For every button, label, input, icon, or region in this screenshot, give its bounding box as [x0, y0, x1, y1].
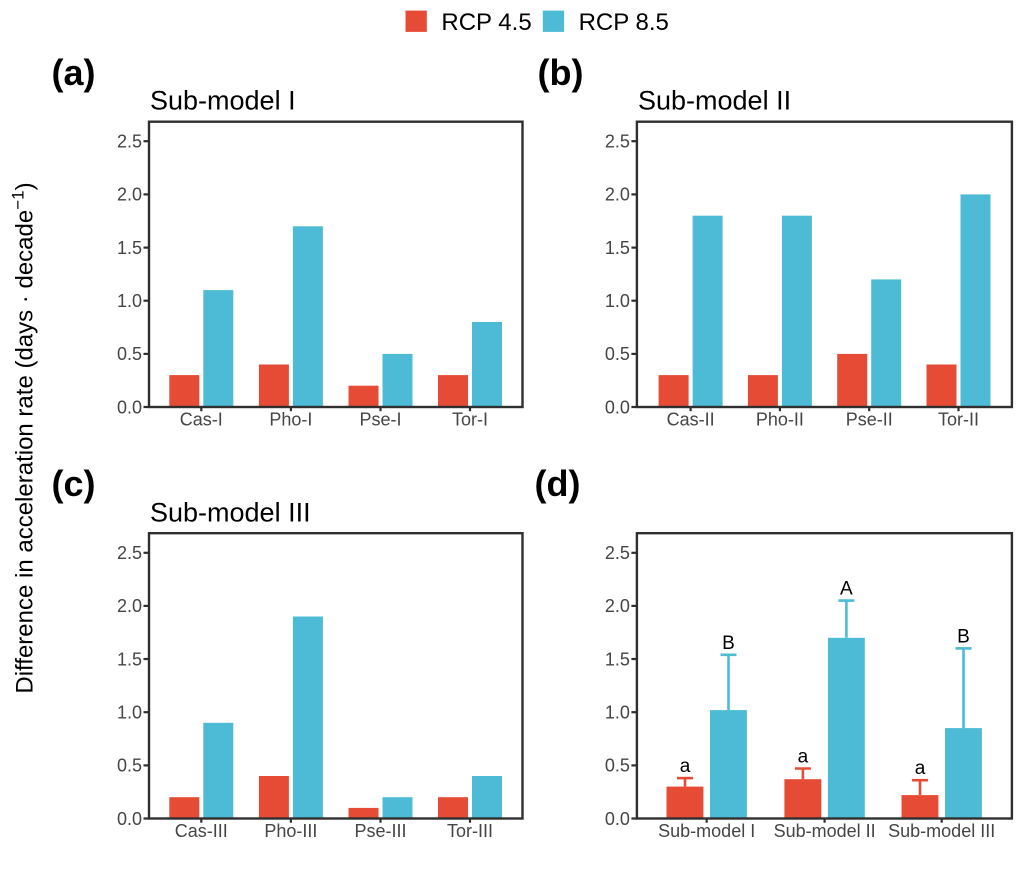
svg-text:RCP 4.5: RCP 4.5 — [441, 9, 531, 36]
svg-text:2.0: 2.0 — [605, 596, 630, 616]
svg-text:a: a — [798, 747, 809, 768]
svg-text:1.5: 1.5 — [117, 238, 142, 258]
svg-text:(b): (b) — [538, 52, 584, 93]
svg-text:Pse-I: Pse-I — [359, 409, 401, 429]
svg-text:Difference in acceleration rat: Difference in acceleration rate (days · … — [9, 182, 39, 693]
svg-text:Pho-II: Pho-II — [756, 409, 804, 429]
svg-text:B: B — [722, 633, 735, 654]
svg-text:1.0: 1.0 — [605, 703, 630, 723]
svg-text:2.0: 2.0 — [117, 185, 142, 205]
svg-text:1.5: 1.5 — [605, 238, 630, 258]
svg-text:a: a — [680, 756, 691, 777]
svg-text:1.0: 1.0 — [117, 703, 142, 723]
svg-text:Tor-II: Tor-II — [938, 409, 979, 429]
svg-text:Pse-III: Pse-III — [354, 821, 406, 841]
svg-text:Pse-II: Pse-II — [846, 409, 893, 429]
svg-text:Sub-model II: Sub-model II — [638, 86, 791, 116]
svg-text:2.0: 2.0 — [117, 596, 142, 616]
svg-text:Sub-model I: Sub-model I — [658, 821, 755, 841]
svg-text:0.5: 0.5 — [605, 756, 630, 776]
svg-text:0.0: 0.0 — [605, 397, 630, 417]
svg-text:RCP 8.5: RCP 8.5 — [579, 9, 669, 36]
svg-text:2.0: 2.0 — [605, 185, 630, 205]
svg-text:B: B — [957, 626, 970, 647]
svg-text:0.5: 0.5 — [605, 344, 630, 364]
svg-text:a: a — [915, 758, 926, 779]
svg-text:2.5: 2.5 — [605, 132, 630, 152]
svg-text:0.5: 0.5 — [117, 344, 142, 364]
svg-text:Cas-I: Cas-I — [180, 409, 223, 429]
svg-text:Sub-model I: Sub-model I — [150, 86, 296, 116]
svg-text:Cas-II: Cas-II — [667, 409, 715, 429]
svg-text:Sub-model III: Sub-model III — [888, 821, 995, 841]
svg-text:1.0: 1.0 — [605, 291, 630, 311]
svg-text:(c): (c) — [52, 463, 96, 504]
svg-text:0.0: 0.0 — [117, 397, 142, 417]
svg-text:Pho-I: Pho-I — [269, 409, 312, 429]
svg-text:0.0: 0.0 — [117, 809, 142, 829]
svg-text:Tor-III: Tor-III — [447, 821, 493, 841]
svg-text:Sub-model III: Sub-model III — [150, 498, 311, 528]
svg-text:(a): (a) — [52, 52, 96, 93]
svg-text:2.5: 2.5 — [117, 543, 142, 563]
svg-text:1.5: 1.5 — [117, 649, 142, 669]
svg-text:Tor-I: Tor-I — [452, 409, 488, 429]
svg-text:A: A — [840, 579, 853, 600]
svg-text:Pho-III: Pho-III — [264, 821, 317, 841]
svg-text:0.0: 0.0 — [605, 809, 630, 829]
svg-text:2.5: 2.5 — [605, 543, 630, 563]
svg-text:0.5: 0.5 — [117, 756, 142, 776]
svg-text:2.5: 2.5 — [117, 132, 142, 152]
svg-text:1.0: 1.0 — [117, 291, 142, 311]
svg-text:Sub-model II: Sub-model II — [774, 821, 876, 841]
svg-text:1.5: 1.5 — [605, 649, 630, 669]
svg-text:Cas-III: Cas-III — [175, 821, 228, 841]
svg-text:(d): (d) — [535, 463, 581, 504]
